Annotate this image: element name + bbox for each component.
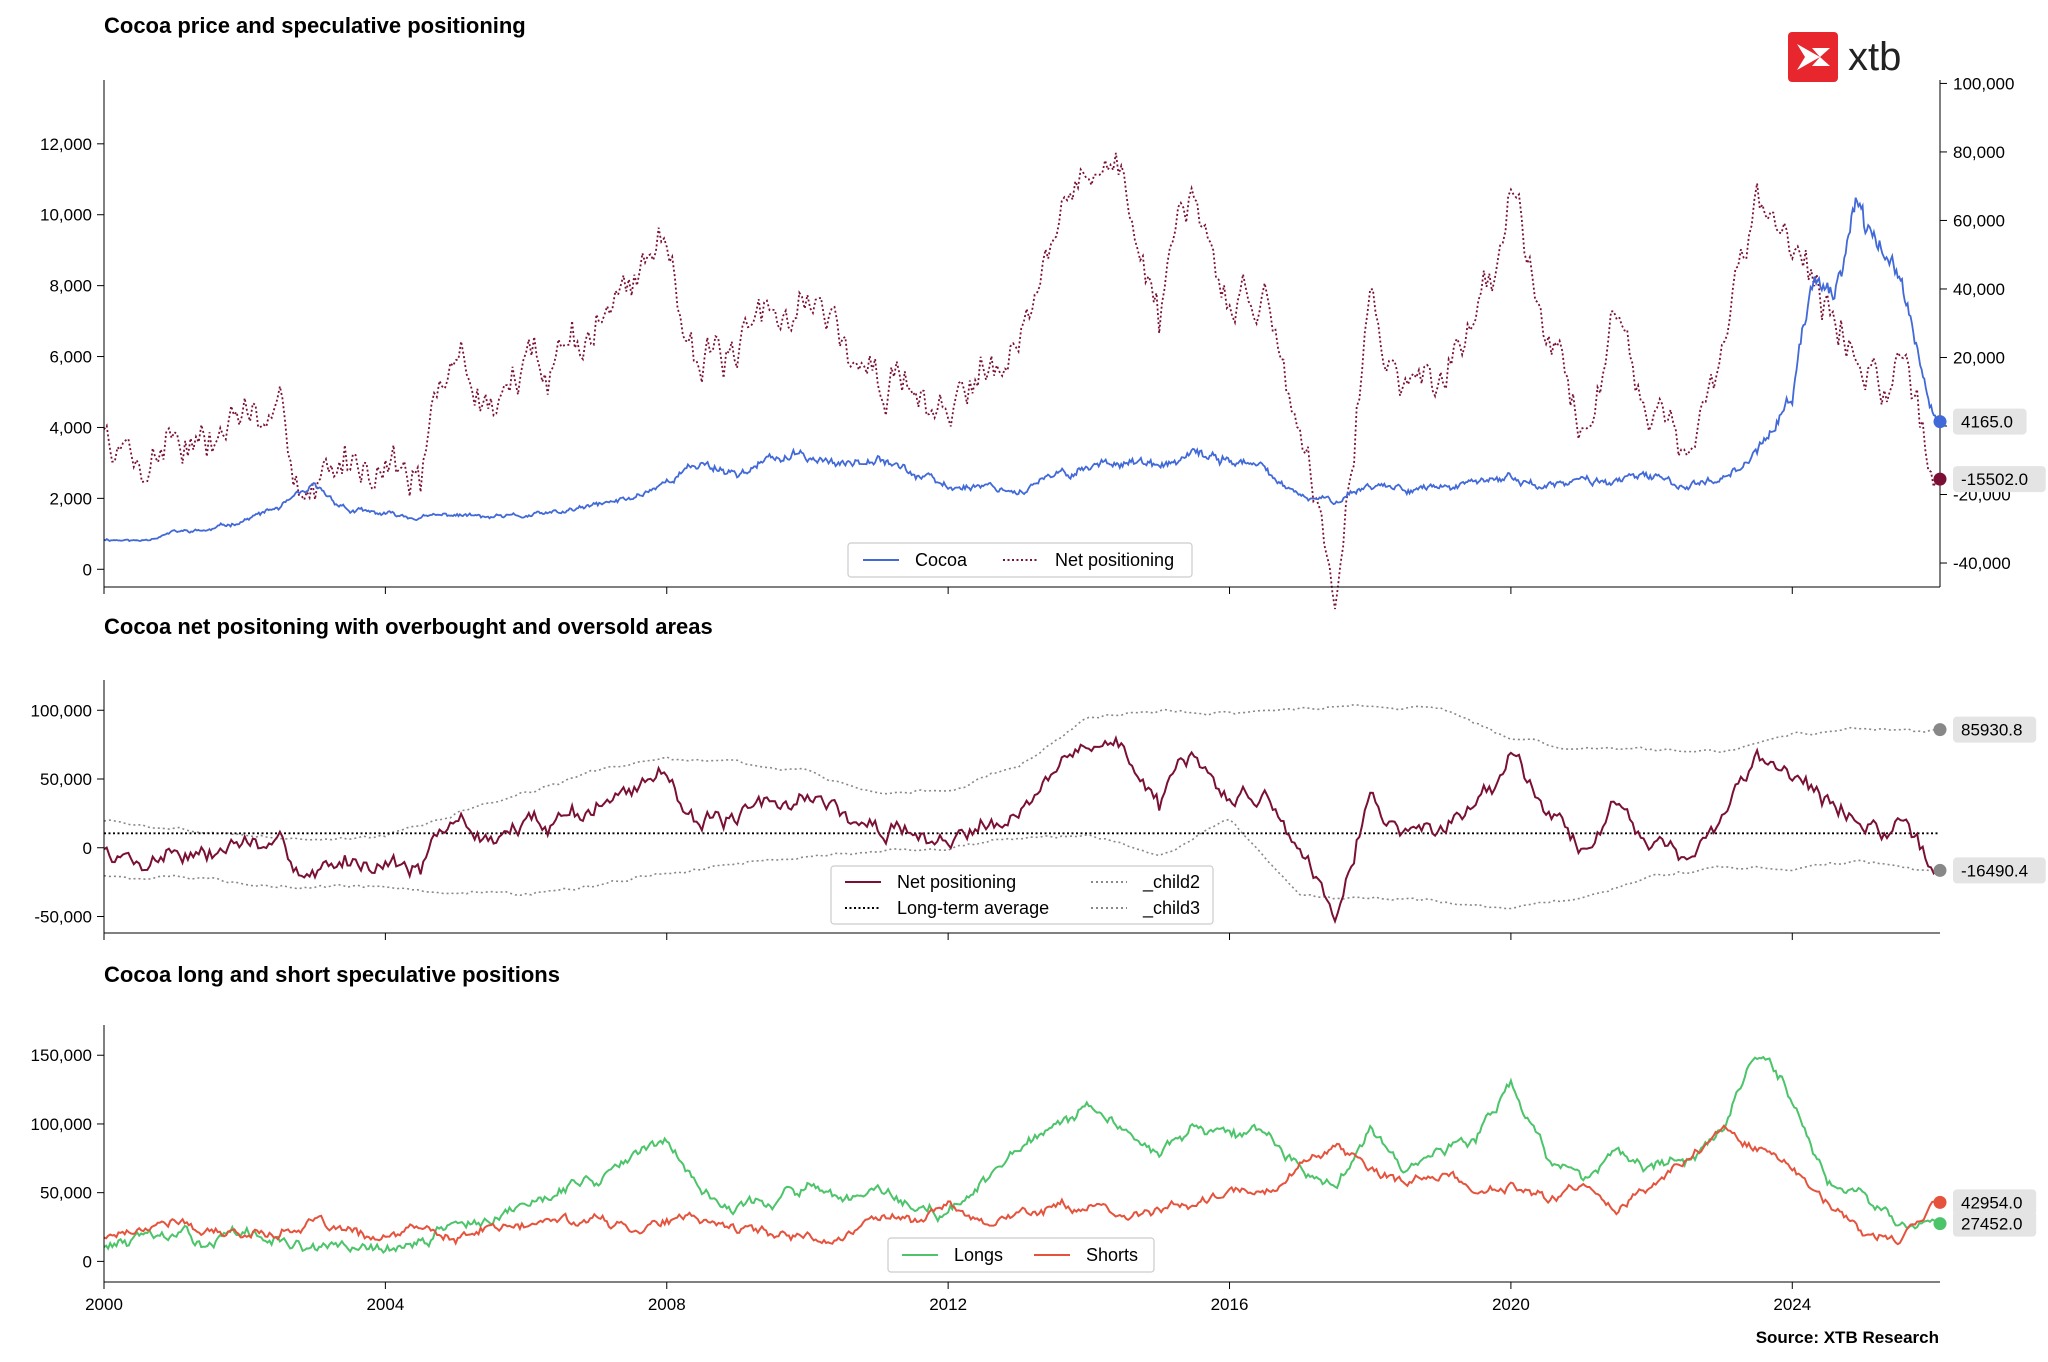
panel1-left-y-tick-label-4: 8,000 xyxy=(49,277,92,296)
panel1-callout-cocoa-text: 4165.0 xyxy=(1961,413,2013,432)
panel2-y-tick-label-3: 100,000 xyxy=(31,701,92,720)
panel3-y-tick-label-0: 0 xyxy=(83,1252,92,1271)
xtb-logo-text: xtb xyxy=(1848,35,1901,79)
panel1-callout-net-box xyxy=(1953,466,2046,493)
panel2-legend-frame xyxy=(830,865,1214,925)
panel1-legend-frame xyxy=(847,542,1193,578)
panel2-callout-upper-dot xyxy=(1933,723,1947,737)
panel3-callout-longs-dot xyxy=(1933,1217,1947,1231)
panel1-left-y-tick-label-6: 12,000 xyxy=(40,135,92,154)
panel3-callout-longs-text: 27452.0 xyxy=(1961,1215,2022,1234)
panel2-callout-upper-text: 85930.8 xyxy=(1961,721,2022,740)
panel2-callout-upper-box xyxy=(1953,716,2037,743)
panel3-x-tick-label-2020: 2020 xyxy=(1492,1295,1530,1314)
series-net-positioning-solid-line xyxy=(103,735,1938,925)
series-lower-band-line xyxy=(103,818,1937,910)
source-note: Source: XTB Research xyxy=(1756,1328,1939,1347)
panel2-legend-label-2: _child2 xyxy=(1142,872,1200,893)
panel1-left-y-tick-label-2: 4,000 xyxy=(49,418,92,437)
panel2-callout-lower-text: -16490.4 xyxy=(1961,861,2028,880)
panel3-legend-label-1: Shorts xyxy=(1086,1245,1138,1265)
panel2-title: Cocoa net positoning with overbought and… xyxy=(104,614,713,639)
panel1-left-y-tick-label-0: 0 xyxy=(83,560,92,579)
series-longs-line xyxy=(103,1055,1938,1255)
panel3-plot: 0 50,000 100,000 150,000 2000 2004 2008 2012 201… xyxy=(31,1025,2037,1314)
panel3-legend-label-0: Longs xyxy=(954,1245,1003,1265)
panel1-callout-net-text: -15502.0 xyxy=(1961,470,2028,489)
panel3-x-tick-label-2016: 2016 xyxy=(1211,1295,1249,1314)
panel1-left-y-tick-label-1: 2,000 xyxy=(49,489,92,508)
panel3-x-tick-label-2024: 2024 xyxy=(1773,1295,1811,1314)
panel2-y-tick-label-0: -50,000 xyxy=(34,908,92,927)
panel1-right-y-tick-label-3: 20,000 xyxy=(1953,348,2005,367)
xtb-logo-x-icon xyxy=(1797,44,1830,70)
series-net-positioning-line xyxy=(103,152,1938,610)
panel2-legend-label-0: Net positioning xyxy=(897,872,1016,892)
panel2-callout-lower-box xyxy=(1953,857,2046,884)
panel3-callout-shorts-text: 42954.0 xyxy=(1961,1193,2022,1212)
panel3-x-tick-label-2012: 2012 xyxy=(929,1295,967,1314)
panel3-callout-shorts-box xyxy=(1953,1189,2037,1216)
panel1-left-y-tick-label-3: 6,000 xyxy=(49,348,92,367)
panel1-right-y-tick-label-6: 80,000 xyxy=(1953,143,2005,162)
panel1-callout-net-dot xyxy=(1933,472,1947,486)
panel3-y-tick-label-1: 50,000 xyxy=(40,1184,92,1203)
xtb-logo: xtb xyxy=(1788,32,1901,82)
series-cocoa-line xyxy=(103,197,1938,543)
series-shorts-line xyxy=(103,1124,1937,1246)
panel1-callout-cocoa-box xyxy=(1953,408,2027,435)
panel1-right-y-tick-label-7: 100,000 xyxy=(1953,74,2014,93)
panel1-legend-label-0: Cocoa xyxy=(915,550,968,570)
panel3-title: Cocoa long and short speculative positio… xyxy=(104,962,560,987)
panel3-y-tick-label-2: 100,000 xyxy=(31,1115,92,1134)
panel1-callout-cocoa-dot xyxy=(1933,415,1947,429)
panel2-y-tick-label-1: 0 xyxy=(83,839,92,858)
panel2-y-tick-label-2: 50,000 xyxy=(40,770,92,789)
panel3-x-tick-label-2000: 2000 xyxy=(85,1295,123,1314)
panel2-callout-lower-dot xyxy=(1933,863,1947,877)
panel1-left-y-tick-label-5: 10,000 xyxy=(40,206,92,225)
panel1-legend-label-1: Net positioning xyxy=(1055,550,1174,570)
panel3-legend-frame xyxy=(887,1237,1155,1273)
panel3-callout-shorts-dot xyxy=(1933,1195,1947,1209)
panel1-right-y-tick-label-4: 40,000 xyxy=(1953,280,2005,299)
panel2-plot: -50,000 0 50,000 100,000 85930.8 -16490.4 Net … xyxy=(31,680,2046,940)
panel3-callout-longs-box xyxy=(1953,1210,2037,1237)
panel2-legend-label-3: _child3 xyxy=(1142,898,1200,919)
panel3-x-tick-label-2008: 2008 xyxy=(648,1295,686,1314)
panel3-x-tick-label-2004: 2004 xyxy=(366,1295,404,1314)
panel1-right-y-tick-label-0: -40,000 xyxy=(1953,554,2011,573)
panel1-plot: 0 2,000 4,000 6,000 8,000 10,000 12,000 -40,000… xyxy=(40,74,2046,610)
panel1-title: Cocoa price and speculative positioning xyxy=(104,13,526,38)
panel1-right-y-tick-label-5: 60,000 xyxy=(1953,211,2005,230)
series-upper-band-line xyxy=(103,703,1937,841)
panel3-y-tick-label-3: 150,000 xyxy=(31,1046,92,1065)
panel2-legend-label-1: Long-term average xyxy=(897,898,1049,918)
